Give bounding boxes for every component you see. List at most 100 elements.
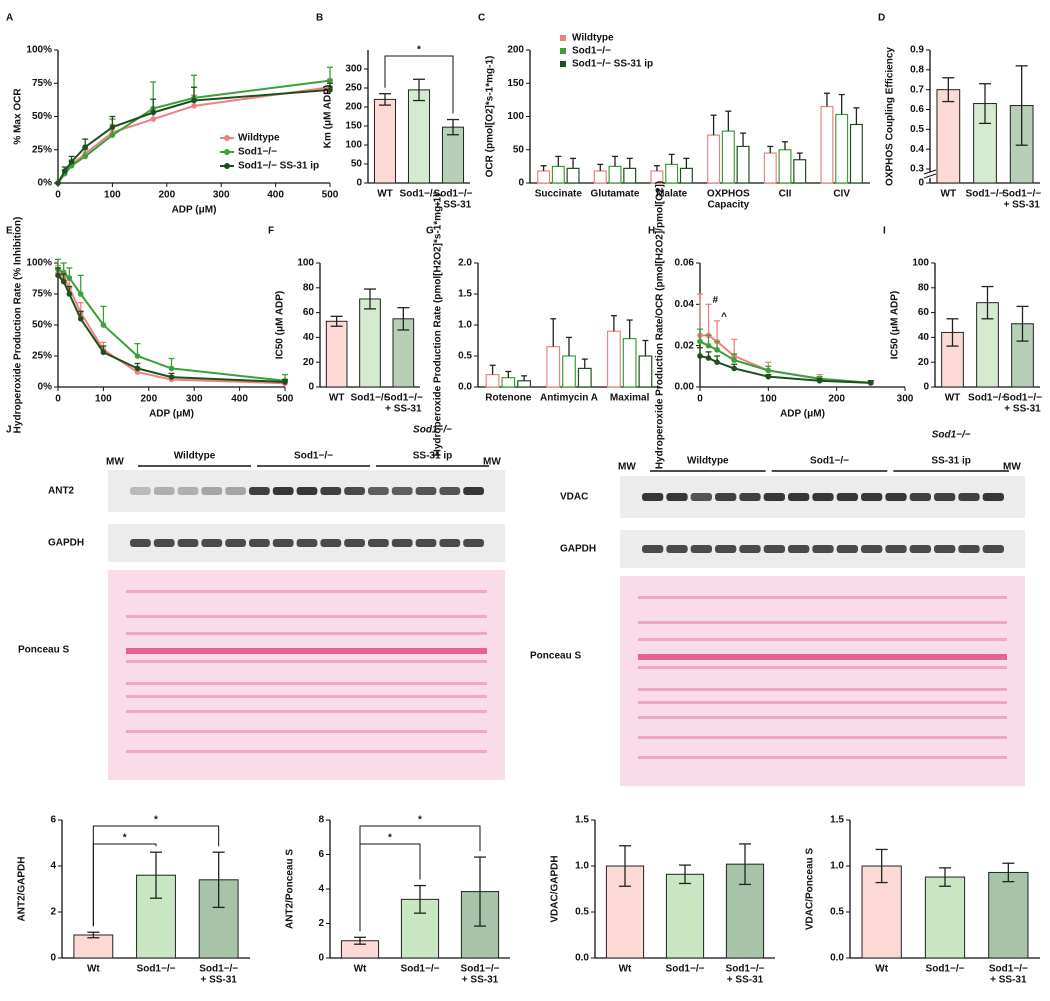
data-point (697, 353, 703, 359)
x-tick-label: Wt (619, 964, 632, 975)
x-tick-label: Malate (656, 189, 688, 200)
bar (988, 871, 1029, 959)
y-tick-label: 8 (318, 815, 324, 826)
x-tick-label: 100 (95, 394, 112, 405)
blot-band (296, 487, 318, 495)
x-tick-label: Sod1−/− (351, 393, 390, 404)
group-label: Wildtype (687, 456, 729, 467)
blot-band (666, 545, 688, 553)
ponceau-band (638, 621, 1007, 624)
x-tick-label: WT (941, 189, 957, 200)
x-tick-label: Sod1−/− (726, 964, 765, 975)
legend-marker (560, 61, 566, 67)
blot-band (177, 487, 199, 495)
x-tick-label: 400 (231, 394, 248, 405)
data-point (705, 342, 712, 349)
y-axis-label: VDAC/Ponceau S (805, 848, 816, 931)
panel-letter: E (6, 226, 13, 237)
blot-band (415, 539, 437, 547)
blot-band (344, 487, 365, 495)
data-point (697, 338, 703, 345)
y-tick-label: 0.3 (910, 164, 924, 175)
data-point (82, 144, 88, 150)
legend-marker (560, 48, 566, 54)
mw-label: MW (483, 457, 501, 468)
blot-band (763, 493, 785, 501)
mw-label: MW (1003, 462, 1021, 473)
group-header: Sod1−/− (413, 425, 452, 436)
y-tick-label: 200 (345, 102, 362, 113)
blot-band (642, 545, 664, 553)
x-tick-label: 300 (213, 190, 230, 201)
line-series (700, 334, 871, 384)
ponceau-band (126, 590, 487, 593)
x-tick-label: + SS-31 (200, 975, 237, 986)
y-tick-label: 25% (32, 144, 52, 155)
blot-band (715, 493, 737, 501)
y-tick-label: 0.0 (458, 382, 472, 393)
x-tick-label: Sod1−/− (1002, 189, 1041, 200)
row-label: Ponceau S (18, 645, 69, 656)
bar (707, 134, 721, 184)
blot-band (861, 545, 883, 553)
y-tick-label: 50% (32, 111, 52, 122)
blot-band (272, 539, 294, 547)
x-tick-label: + SS-31 (1003, 200, 1040, 211)
significance-bracket (92, 825, 220, 927)
panel-letter: I (883, 226, 886, 237)
y-tick-label: 6 (50, 815, 56, 826)
ponceau-band (126, 695, 487, 698)
data-point (100, 322, 107, 328)
x-tick-label: Sod1−/− (926, 964, 965, 975)
data-point (66, 291, 73, 297)
blot-band (272, 487, 294, 495)
x-tick-label: Sod1−/− (968, 393, 1007, 404)
blot-band (812, 493, 834, 501)
legend-label: Sod1−/− SS-31 ip (238, 161, 319, 172)
bar (665, 873, 705, 959)
y-tick-label: 250 (345, 83, 362, 94)
x-tick-label: Maximal (610, 393, 650, 404)
blot-band (344, 539, 365, 547)
y-axis-label: ANT2/Ponceau S (285, 849, 296, 929)
blot-band (130, 539, 151, 547)
blot-band (153, 539, 175, 547)
y-tick-label: 100 (297, 258, 314, 269)
group-header: Sod1−/− (932, 430, 971, 441)
blot-image (620, 576, 1025, 786)
y-tick-label: 0% (38, 382, 53, 393)
y-tick-label: 0.5 (830, 907, 844, 918)
x-tick-label: + SS-31 (435, 200, 472, 211)
blot-band (934, 545, 956, 553)
legend-marker (224, 135, 230, 141)
blot-band (788, 545, 810, 553)
ponceau-band (638, 756, 1007, 759)
y-axis-label: Km (μM ADP) (323, 85, 334, 149)
blot-image (108, 570, 505, 780)
y-tick-label: 2 (318, 918, 324, 929)
data-point (714, 359, 720, 366)
data-point (868, 380, 874, 386)
y-tick-label: 75% (32, 78, 52, 89)
data-point (282, 379, 288, 385)
group-label: Sod1−/− (294, 451, 333, 462)
bar (517, 380, 532, 388)
x-tick-label: Antimycin A (540, 393, 598, 404)
data-point (714, 347, 720, 353)
blot-band (415, 487, 437, 495)
x-tick-label: + SS-31 (462, 975, 499, 986)
x-tick-label: + SS-31 (1004, 404, 1041, 415)
bar (793, 159, 807, 184)
y-tick-label: 1.0 (575, 861, 589, 872)
x-tick-label: Sod1−/− (966, 189, 1005, 200)
y-tick-label: 0.04 (675, 299, 695, 310)
blot-band (861, 493, 883, 501)
blot-band (439, 487, 461, 495)
panel-letter: F (268, 226, 274, 237)
x-tick-label: Sod1−/− (1003, 393, 1042, 404)
y-tick-label: 0% (38, 178, 53, 189)
blot-band (368, 487, 389, 495)
blot-band (739, 493, 761, 501)
x-tick-label: Wt (87, 964, 100, 975)
